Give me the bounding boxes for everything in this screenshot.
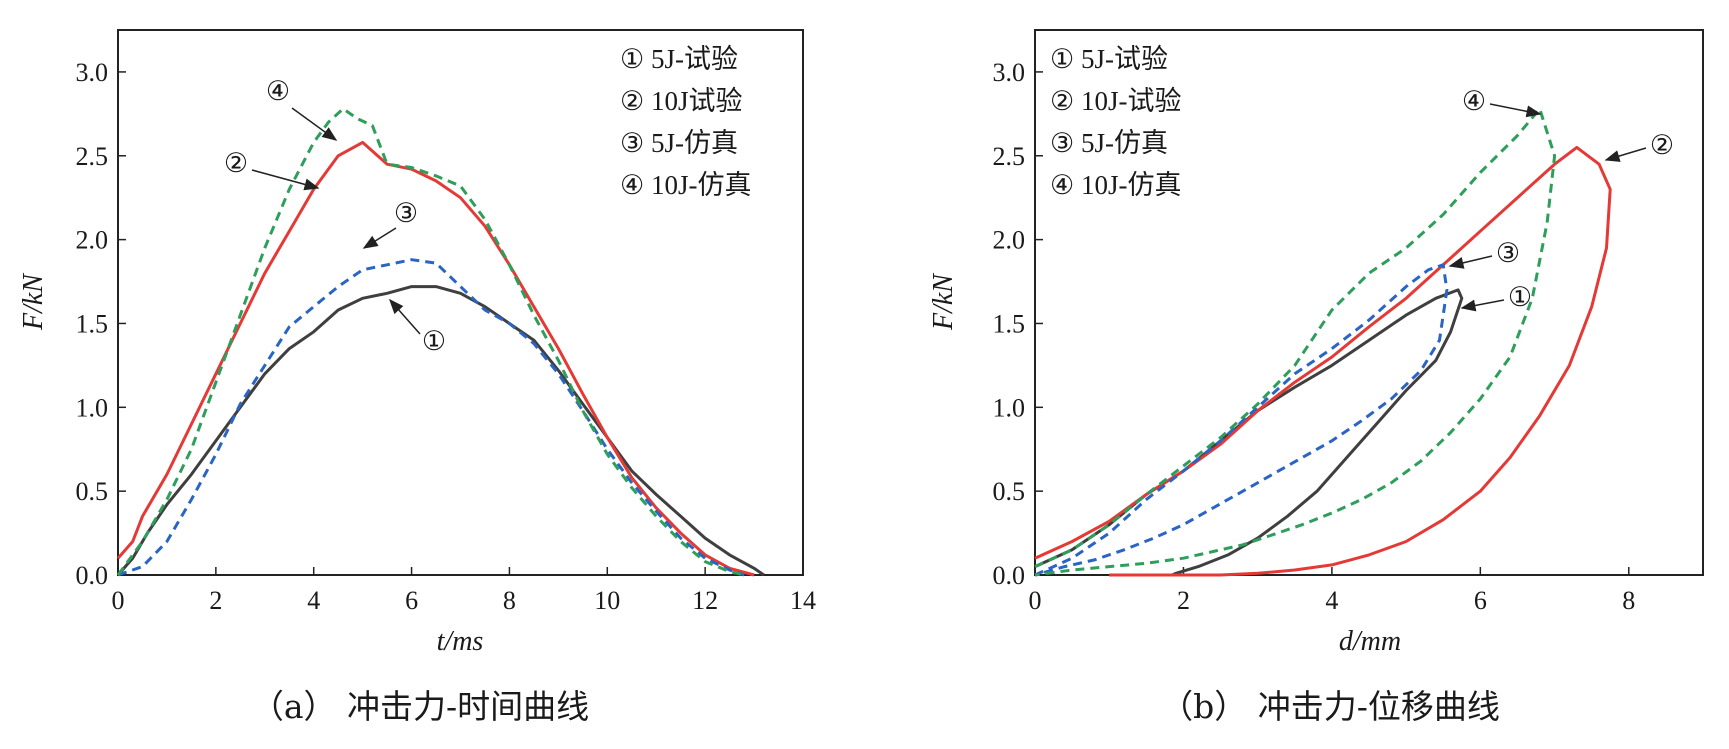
callout-arrow-a-4 — [291, 107, 338, 141]
chart-a-series-line-4 — [116, 107, 745, 577]
callout-arrow-a-2 — [251, 169, 320, 191]
chart-a-x-tick-label-2: 4 — [307, 586, 320, 615]
chart-a-series-line-1 — [116, 285, 765, 577]
callout-arrow-b-3 — [1448, 255, 1493, 269]
chart-b-y-tick-label-6: 3.0 — [993, 58, 1026, 87]
legend-a-4: ④ 10J-仿真 — [620, 170, 751, 200]
chart-b-x-tick-label-3: 6 — [1474, 586, 1487, 615]
callout-b-1: ① — [1508, 282, 1532, 312]
callout-b-3: ③ — [1496, 238, 1520, 268]
plot-area-a — [117, 29, 804, 576]
chart-a-x-tick-label-0: 0 — [112, 586, 125, 615]
legend-b-2: ② 10J-试验 — [1050, 86, 1181, 116]
callout-arrow-b-4 — [1489, 103, 1542, 118]
chart-b-y-tick-label-0: 0.0 — [993, 561, 1026, 590]
legend-a-2: ② 10J试验 — [620, 86, 742, 116]
y-axis-title-a: F/kN — [18, 273, 49, 331]
callout-b-2: ② — [1650, 130, 1674, 160]
callout-arrow-a-1 — [389, 298, 421, 335]
callout-b-4: ④ — [1462, 86, 1486, 116]
chart-a-y-tick-label-5: 2.5 — [76, 142, 109, 171]
callout-a-4: ④ — [266, 76, 290, 106]
callout-arrow-b-1 — [1460, 299, 1505, 312]
chart-a-y-tick-label-6: 3.0 — [76, 58, 109, 87]
chart-b-series-line-2 — [1034, 145, 1612, 577]
chart-b-y-tick-label-5: 2.5 — [993, 142, 1026, 171]
chart-b-x-tick-label-0: 0 — [1029, 586, 1042, 615]
chart-b-y-tick-label-4: 2.0 — [993, 226, 1026, 255]
chart-b-y-tick-label-2: 1.0 — [993, 393, 1026, 422]
chart-a-x-tick-label-5: 10 — [594, 586, 620, 615]
axis-ticks-b: 0 2 4 6 8 0.0 0.5 1.0 1.5 2.0 2.5 3.0 — [993, 58, 1636, 615]
chart-a-x-tick-label-3: 6 — [405, 586, 418, 615]
callout-a-2: ② — [224, 148, 248, 178]
chart-b-y-tick-label-3: 1.5 — [993, 309, 1026, 338]
x-axis-title-a: t/ms — [437, 626, 484, 657]
chart-a-series-line-2 — [116, 140, 755, 577]
panel-b-displacement-chart: 0 2 4 6 8 0.0 0.5 1.0 1.5 2.0 2.5 3.0 d/mm F/kN ① 5… — [928, 29, 1704, 726]
chart-a-y-tick-label-4: 2.0 — [76, 226, 109, 255]
chart-b-series-line-3 — [1034, 263, 1449, 577]
callout-arrow-a-3 — [362, 227, 397, 249]
chart-a-y-tick-label-3: 1.5 — [76, 309, 109, 338]
chart-a-x-tick-label-1: 2 — [209, 586, 222, 615]
chart-a-y-tick-label-1: 0.5 — [76, 477, 109, 506]
legend-a-1: ① 5J-试验 — [620, 44, 738, 74]
chart-a-x-tick-label-4: 8 — [503, 586, 516, 615]
legend-b-1: ① 5J-试验 — [1050, 44, 1168, 74]
chart-a-x-tick-label-7: 14 — [790, 586, 816, 615]
callout-arrow-b-2 — [1604, 147, 1647, 162]
legend-b-3: ③ 5J-仿真 — [1050, 128, 1168, 158]
chart-b-y-tick-label-1: 0.5 — [993, 477, 1026, 506]
series-lines-b — [1034, 107, 1612, 577]
chart-a-y-tick-label-2: 1.0 — [76, 393, 109, 422]
legend-a-3: ③ 5J-仿真 — [620, 128, 738, 158]
chart-a-x-tick-label-6: 12 — [692, 586, 718, 615]
callout-a-1: ① — [422, 326, 446, 356]
axis-ticks-a: 0 2 4 6 8 10 12 14 0.0 0.5 1.0 1.5 2.0 2.5 3.0 — [76, 58, 817, 615]
x-axis-title-b: d/mm — [1339, 626, 1401, 657]
chart-a-y-tick-label-0: 0.0 — [76, 561, 109, 590]
caption-b: （b） 冲击力-位移曲线 — [1160, 687, 1500, 726]
chart-b-x-tick-label-4: 8 — [1622, 586, 1635, 615]
y-axis-title-b: F/kN — [928, 273, 959, 331]
series-lines-a — [116, 107, 765, 577]
legend-b-4: ④ 10J-仿真 — [1050, 170, 1181, 200]
chart-b-x-tick-label-1: 2 — [1177, 586, 1190, 615]
chart-b-x-tick-label-2: 4 — [1325, 586, 1338, 615]
chart-b-series-line-4 — [1034, 107, 1557, 577]
caption-a: （a） 冲击力-时间曲线 — [251, 687, 589, 726]
chart-a-series-line-3 — [117, 258, 745, 577]
callout-a-3: ③ — [394, 198, 418, 228]
panel-a-time-chart: 0 2 4 6 8 10 12 14 0.0 0.5 1.0 1.5 2.0 2.5 3.0 t/ms F/… — [18, 29, 817, 726]
